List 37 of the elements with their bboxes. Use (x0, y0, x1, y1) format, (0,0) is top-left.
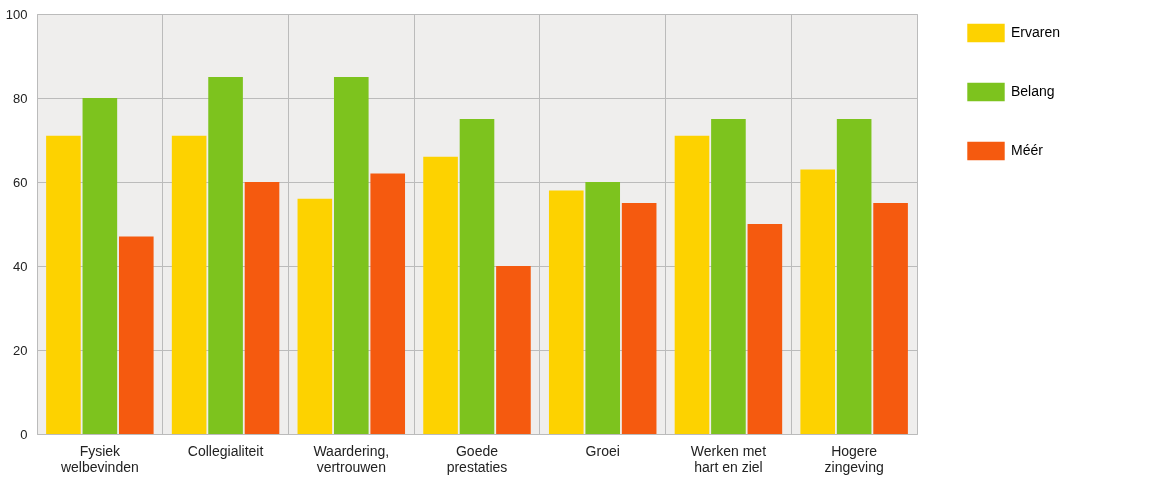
legend-label: Ervaren (1011, 24, 1061, 40)
x-tick-label: Fysiek welbevinden (59, 442, 139, 475)
y-tick-label: 100 (5, 6, 28, 22)
bar (370, 173, 406, 434)
bar (297, 198, 333, 434)
bar (423, 156, 458, 434)
bar (747, 224, 783, 434)
x-tick-label: Werken met hart en ziel (690, 442, 767, 475)
bar (873, 203, 908, 434)
x-tick-label: Hogere zingeving (824, 442, 884, 475)
bar (459, 119, 495, 434)
y-tick-label: 0 (20, 426, 28, 442)
bar (171, 135, 207, 434)
y-tick-label: 20 (13, 342, 28, 358)
legend-label: Belang (1011, 83, 1055, 99)
bar (496, 266, 531, 434)
x-tick-label: Collegialiteit (187, 442, 264, 459)
bar (118, 236, 154, 434)
bar (836, 119, 872, 434)
x-tick-label: Waardering, vertrouwen (313, 442, 390, 475)
bar (333, 77, 369, 434)
bar (244, 182, 280, 434)
y-tick-label: 40 (13, 258, 28, 274)
bar (548, 190, 584, 434)
bar (46, 135, 81, 434)
x-tick-label: Groei (585, 442, 620, 459)
bar (208, 77, 243, 434)
bar (711, 119, 746, 434)
y-tick-label: 60 (13, 174, 28, 190)
bar (674, 135, 710, 434)
y-tick-label: 80 (13, 90, 28, 106)
x-tick-label: Goede prestaties (446, 442, 508, 475)
bar (800, 169, 836, 434)
bar (585, 182, 621, 434)
legend-label: Méér (1011, 142, 1044, 158)
bar (621, 203, 657, 434)
bar (82, 98, 118, 434)
